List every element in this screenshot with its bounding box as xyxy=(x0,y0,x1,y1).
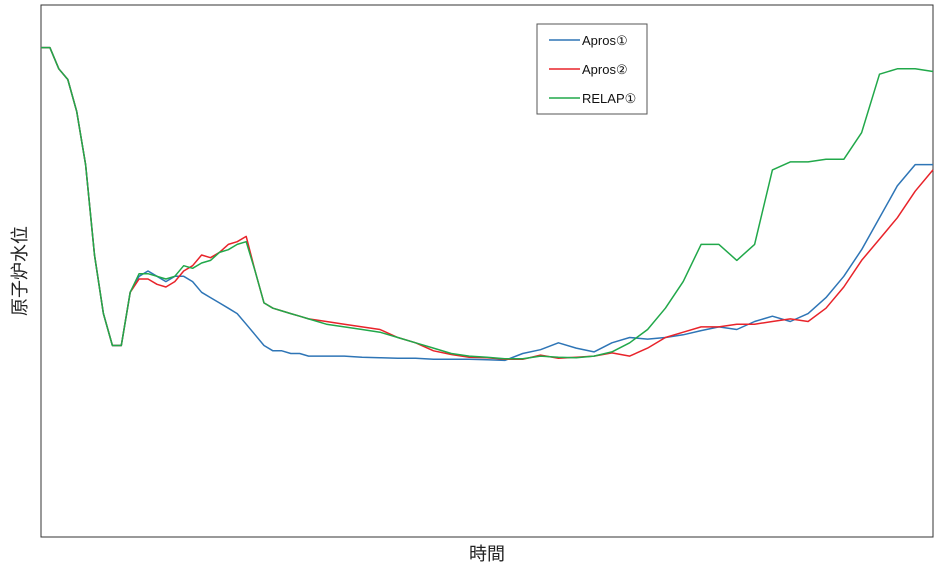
x-axis-label: 時間 xyxy=(469,544,505,565)
legend-label-apros1: Apros① xyxy=(582,33,628,48)
y-axis-label: 原子炉水位 xyxy=(10,226,31,316)
series-line-1 xyxy=(41,46,933,362)
legend-label-relap1: RELAP① xyxy=(582,91,636,106)
legend: Apros① Apros② RELAP① xyxy=(536,23,648,115)
legend-label-apros2: Apros② xyxy=(582,62,628,77)
series-line-3 xyxy=(41,46,934,360)
series-group xyxy=(41,46,934,362)
series-line-2 xyxy=(41,46,934,361)
plot-area xyxy=(40,4,934,538)
